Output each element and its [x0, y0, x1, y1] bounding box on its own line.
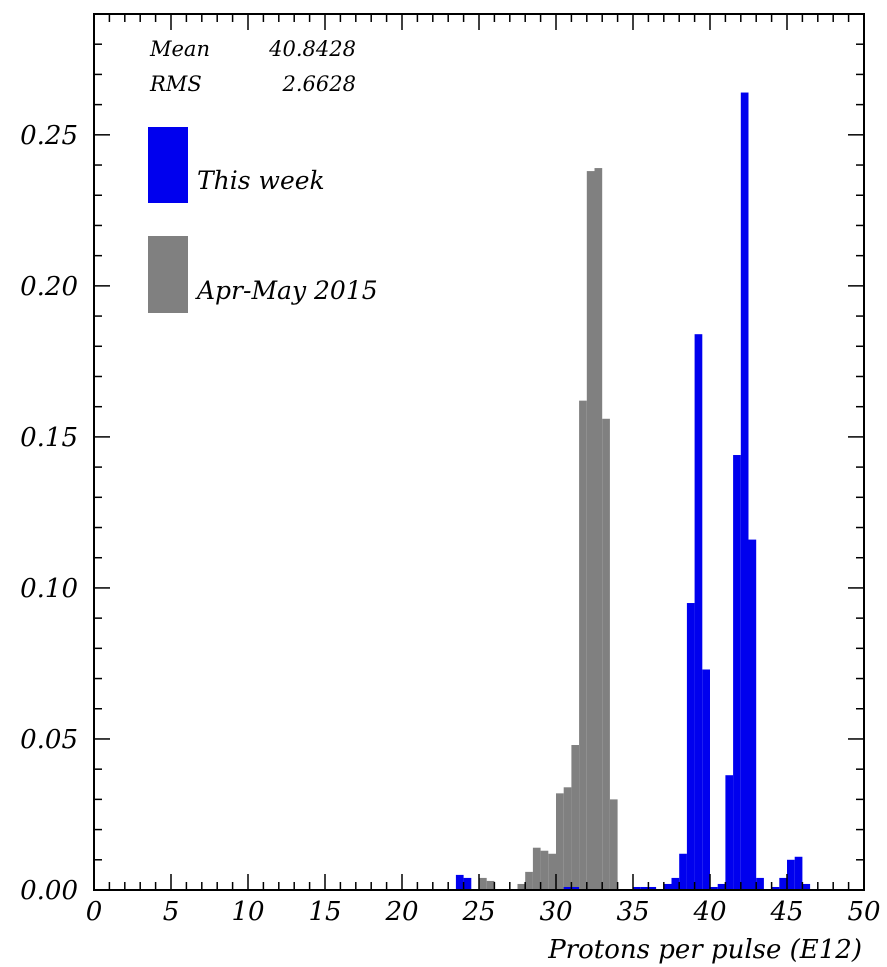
bar-this-week [663, 883, 672, 890]
bar-this-week [725, 775, 734, 890]
series-apr-may-2015 [479, 168, 618, 890]
bar-this-week [740, 92, 749, 891]
bar-this-week [571, 886, 580, 890]
bar-this-week [779, 877, 787, 890]
x-tick-label: 10 [231, 897, 264, 927]
x-tick-label: 0 [86, 897, 103, 927]
bar-apr-may-2015 [479, 877, 487, 890]
bar-apr-may-2015 [556, 793, 564, 890]
bar-apr-may-2015 [532, 847, 541, 890]
bar-this-week [686, 603, 695, 890]
bar-apr-may-2015 [609, 799, 618, 890]
bar-this-week [733, 455, 741, 890]
stats-rms-label: RMS [149, 72, 202, 96]
x-axis-title: Protons per pulse (E12) [547, 935, 862, 965]
x-tick-label: 5 [163, 897, 180, 927]
bar-this-week [640, 886, 649, 890]
bar-apr-may-2015 [540, 850, 549, 890]
bar-apr-may-2015 [486, 880, 495, 890]
bar-apr-may-2015 [571, 745, 580, 890]
bar-this-week [717, 883, 726, 890]
bar-this-week [455, 874, 464, 890]
stats-mean-value: 40.8428 [268, 37, 356, 61]
bar-this-week [702, 669, 710, 890]
bar-apr-may-2015 [586, 171, 595, 890]
bar-apr-may-2015 [525, 871, 533, 890]
bar-this-week [563, 886, 572, 890]
bar-this-week [748, 539, 757, 890]
x-tick-label: 45 [769, 897, 803, 927]
x-tick-label: 50 [847, 897, 880, 927]
bar-this-week [771, 886, 780, 890]
legend: This week Apr-May 2015 [148, 127, 378, 313]
bar-this-week [710, 886, 718, 890]
x-tick-label: 25 [461, 897, 495, 927]
bar-this-week [756, 877, 764, 890]
bar-this-week [787, 859, 795, 890]
y-tick-label: 0.15 [20, 423, 78, 453]
legend-swatch-apr-may-2015 [148, 236, 188, 313]
legend-label-this-week: This week [197, 166, 325, 195]
stats-rms-value: 2.6628 [282, 72, 356, 96]
bar-apr-may-2015 [517, 883, 526, 890]
x-tick-label: 30 [539, 897, 572, 927]
bar-apr-may-2015 [563, 787, 572, 890]
x-tick-label: 15 [308, 897, 341, 927]
bar-apr-may-2015 [602, 418, 610, 890]
legend-label-apr-may-2015: Apr-May 2015 [195, 276, 378, 305]
stats-mean-label: Mean [149, 37, 210, 61]
plot-frame [93, 13, 865, 891]
bar-apr-may-2015 [594, 168, 603, 890]
bar-this-week [671, 877, 680, 890]
y-tick-labels: 0.00 0.05 0.10 0.15 0.20 0.25 [20, 121, 78, 906]
bar-this-week [648, 886, 657, 890]
bar-apr-may-2015 [579, 400, 587, 890]
series-this-week [455, 92, 811, 891]
legend-swatch-this-week [148, 127, 188, 203]
bar-this-week [633, 886, 641, 890]
bar-this-week [794, 856, 803, 890]
y-tick-label: 0.25 [20, 121, 78, 151]
bar-this-week [802, 883, 811, 890]
bar-apr-may-2015 [548, 853, 556, 890]
stats-box: Mean 40.8428 RMS 2.6628 [149, 37, 356, 96]
bar-this-week [679, 853, 687, 890]
bar-this-week [463, 877, 472, 890]
y-tick-label: 0.10 [20, 574, 78, 604]
x-tick-label: 35 [616, 897, 649, 927]
y-tick-label: 0.00 [20, 876, 78, 906]
x-tick-label: 20 [384, 897, 418, 927]
y-tick-label: 0.20 [20, 272, 78, 302]
y-tick-label: 0.05 [20, 725, 78, 755]
bar-this-week [694, 334, 703, 890]
x-tick-labels: 0 5 10 15 20 25 30 35 40 45 50 [86, 897, 881, 927]
x-tick-label: 40 [692, 897, 726, 927]
